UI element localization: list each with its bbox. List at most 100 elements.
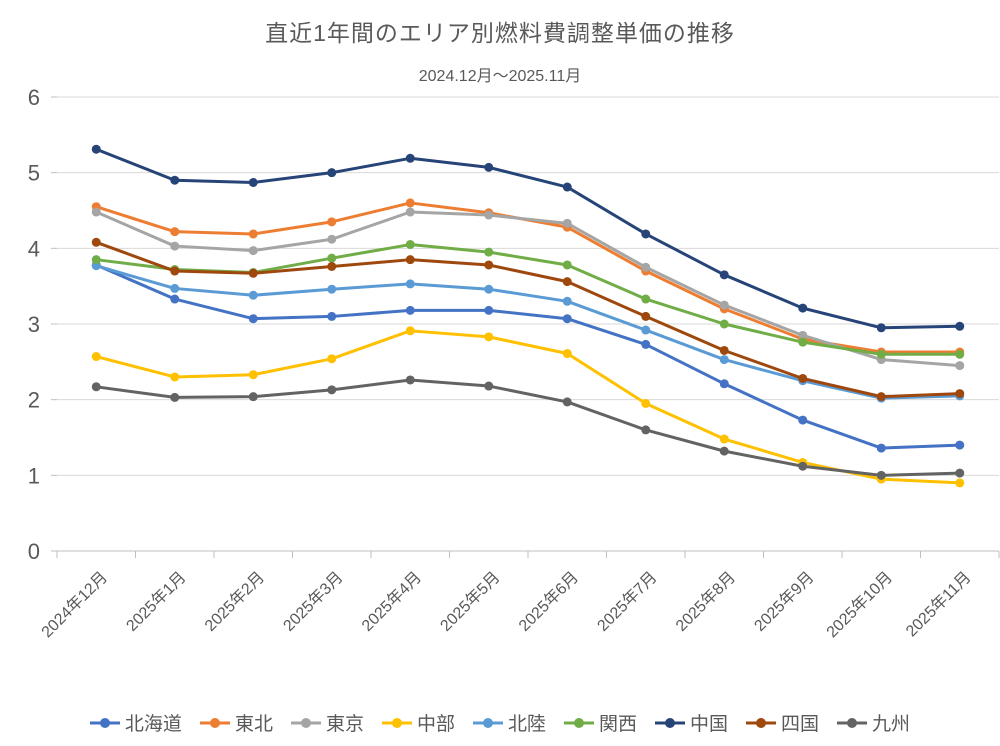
y-axis-label: 0 (28, 539, 40, 564)
data-point-kansai (641, 294, 651, 304)
data-point-hokkaido (876, 443, 886, 453)
data-point-kyushu (798, 461, 808, 471)
x-axis-label: 2025年7月 (594, 568, 661, 635)
legend-item-kyushu: 九州 (837, 709, 910, 736)
data-point-tokyo (91, 207, 101, 217)
data-point-hokuriku (562, 296, 572, 306)
data-point-hokkaido (955, 440, 965, 450)
legend-label-hokuriku: 北陸 (507, 714, 546, 735)
data-point-kansai (955, 349, 965, 359)
data-point-kyushu (955, 468, 965, 478)
data-point-hokkaido (484, 305, 494, 315)
x-axis-label: 2025年4月 (358, 568, 425, 635)
data-point-kyushu (405, 375, 415, 385)
legend-marker-tohoku (199, 717, 230, 728)
series-line-hokkaido (94, 263, 962, 450)
legend-item-hokkaido: 北海道 (89, 709, 182, 736)
legend-item-hokuriku: 北陸 (472, 709, 546, 736)
data-point-hokuriku (719, 355, 729, 365)
data-point-chubu (327, 354, 337, 364)
data-point-shikoku (484, 260, 494, 270)
y-axis-label: 3 (28, 312, 40, 337)
data-point-hokuriku (327, 284, 337, 294)
data-point-tokyo (562, 218, 572, 228)
data-point-chubu (719, 434, 729, 444)
data-point-tokyo (484, 210, 494, 220)
data-point-chubu (955, 478, 965, 488)
data-point-chugoku (955, 321, 965, 331)
data-point-kyushu (248, 392, 258, 402)
data-point-chugoku (484, 162, 494, 172)
chart-title: 直近1年間のエリア別燃料費調整単価の推移 (265, 20, 735, 46)
legend-label-chugoku: 中国 (690, 714, 729, 735)
legend-marker-chubu (381, 717, 412, 728)
legend-dot (482, 717, 493, 728)
legend-marker-hokkaido (89, 717, 120, 728)
data-point-chugoku (798, 303, 808, 313)
data-point-kyushu (170, 392, 180, 402)
data-point-chubu (484, 332, 494, 342)
x-axis-label: 2025年6月 (515, 568, 582, 635)
series-line-chugoku (94, 147, 962, 330)
data-point-kansai (405, 240, 415, 250)
series-line-kansai (94, 243, 962, 356)
y-axis-label: 4 (28, 236, 40, 261)
data-point-shikoku (91, 237, 101, 247)
legend-marker-tokyo (290, 717, 321, 728)
legend-marker-chugoku (655, 717, 686, 728)
data-point-kansai (484, 247, 494, 257)
legend-item-tohoku: 東北 (199, 709, 273, 736)
data-point-hokkaido (562, 314, 572, 324)
series-line-tohoku (94, 201, 962, 354)
data-point-shikoku (876, 392, 886, 402)
data-point-tokyo (248, 246, 258, 256)
data-point-tokyo (327, 234, 337, 244)
x-axis-label: 2025年1月 (123, 568, 190, 635)
data-point-tokyo (719, 300, 729, 310)
data-point-chugoku (719, 270, 729, 280)
legend-label-chubu: 中部 (416, 714, 455, 735)
legend-label-tohoku: 東北 (234, 714, 273, 735)
x-axis-label: 2025年8月 (672, 568, 739, 635)
legend-dot (391, 717, 402, 728)
data-point-tohoku (405, 198, 415, 208)
legend-marker-kyushu (837, 717, 868, 728)
data-point-chugoku (91, 144, 101, 154)
data-point-chubu (170, 372, 180, 382)
x-axis-label: 2025年11月 (902, 568, 974, 640)
data-point-shikoku (170, 266, 180, 276)
data-point-hokkaido (798, 415, 808, 425)
series-line-hokuriku (94, 264, 962, 400)
series-line-shikoku (94, 240, 962, 399)
series-line-tokyo (94, 210, 962, 368)
data-point-kyushu (91, 382, 101, 392)
chart-subtitle: 2024.12月～2025.11月 (418, 68, 582, 85)
series-line-chubu (94, 329, 962, 485)
data-point-kansai (562, 260, 572, 270)
legend-dot (209, 717, 220, 728)
legend-label-tokyo: 東京 (325, 714, 364, 735)
data-point-chugoku (405, 153, 415, 163)
data-point-hokkaido (719, 379, 729, 389)
data-point-hokkaido (405, 305, 415, 315)
legend-dot (847, 717, 858, 728)
legend-item-chubu: 中部 (381, 709, 455, 736)
data-point-hokuriku (170, 283, 180, 293)
x-axis-label: 2025年2月 (201, 568, 268, 635)
data-point-kansai (327, 253, 337, 263)
legend-label-shikoku: 四国 (781, 714, 820, 735)
y-axis-label: 6 (28, 85, 40, 110)
data-point-kyushu (562, 397, 572, 407)
legend-dot (300, 717, 311, 728)
y-axis-label: 5 (28, 161, 40, 186)
x-axis-label: 2025年9月 (751, 568, 818, 635)
legend-label-kyushu: 九州 (872, 714, 911, 735)
data-point-hokuriku (248, 290, 258, 300)
legend-marker-shikoku (746, 717, 777, 728)
data-point-chubu (405, 326, 415, 336)
data-point-tokyo (170, 241, 180, 251)
data-point-shikoku (327, 261, 337, 271)
data-point-kansai (91, 255, 101, 265)
legend-dot (99, 717, 110, 728)
